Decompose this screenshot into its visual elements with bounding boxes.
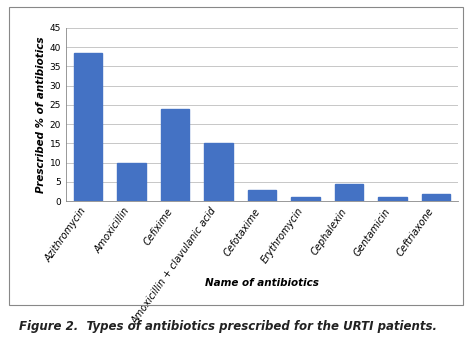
Bar	[422, 194, 450, 201]
Bar	[335, 184, 363, 201]
Text: Figure 2.  Types of antibiotics prescribed for the URTI patients.: Figure 2. Types of antibiotics prescribe…	[19, 320, 437, 333]
Bar	[248, 190, 276, 201]
Bar	[117, 163, 145, 201]
Y-axis label: Prescribed % of antibiotics: Prescribed % of antibiotics	[35, 36, 46, 193]
Bar	[161, 109, 189, 201]
Bar	[204, 143, 233, 201]
Bar	[74, 53, 102, 201]
Bar	[291, 197, 320, 201]
Text: Name of antibiotics: Name of antibiotics	[205, 278, 319, 288]
Bar	[379, 197, 407, 201]
